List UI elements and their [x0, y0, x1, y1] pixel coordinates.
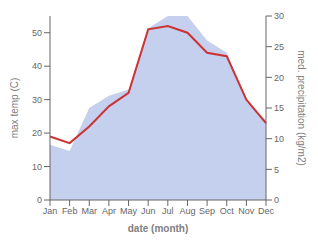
svg-text:15: 15 [274, 103, 284, 113]
svg-text:0: 0 [37, 195, 42, 205]
svg-text:Aug: Aug [179, 206, 195, 216]
svg-text:10: 10 [32, 162, 42, 172]
svg-text:Mar: Mar [82, 206, 98, 216]
svg-text:med. precipitation (kg/m2): med. precipitation (kg/m2) [296, 50, 307, 166]
svg-text:Nov: Nov [238, 206, 255, 216]
svg-text:Dec: Dec [258, 206, 275, 216]
svg-text:Feb: Feb [62, 206, 78, 216]
svg-text:40: 40 [32, 61, 42, 71]
svg-text:5: 5 [274, 165, 279, 175]
svg-text:10: 10 [274, 134, 284, 144]
svg-text:Jul: Jul [162, 206, 174, 216]
svg-text:20: 20 [274, 73, 284, 83]
svg-text:Oct: Oct [220, 206, 235, 216]
svg-text:30: 30 [32, 95, 42, 105]
svg-text:May: May [120, 206, 138, 216]
svg-text:Sep: Sep [199, 206, 215, 216]
svg-text:25: 25 [274, 42, 284, 52]
svg-text:max temp (C): max temp (C) [9, 78, 20, 139]
svg-text:date (month): date (month) [128, 223, 189, 234]
svg-text:Jan: Jan [43, 206, 58, 216]
svg-text:30: 30 [274, 11, 284, 21]
svg-text:Jun: Jun [141, 206, 156, 216]
svg-text:50: 50 [32, 28, 42, 38]
svg-text:20: 20 [32, 128, 42, 138]
svg-text:0: 0 [274, 195, 279, 205]
svg-text:Apr: Apr [102, 206, 116, 216]
